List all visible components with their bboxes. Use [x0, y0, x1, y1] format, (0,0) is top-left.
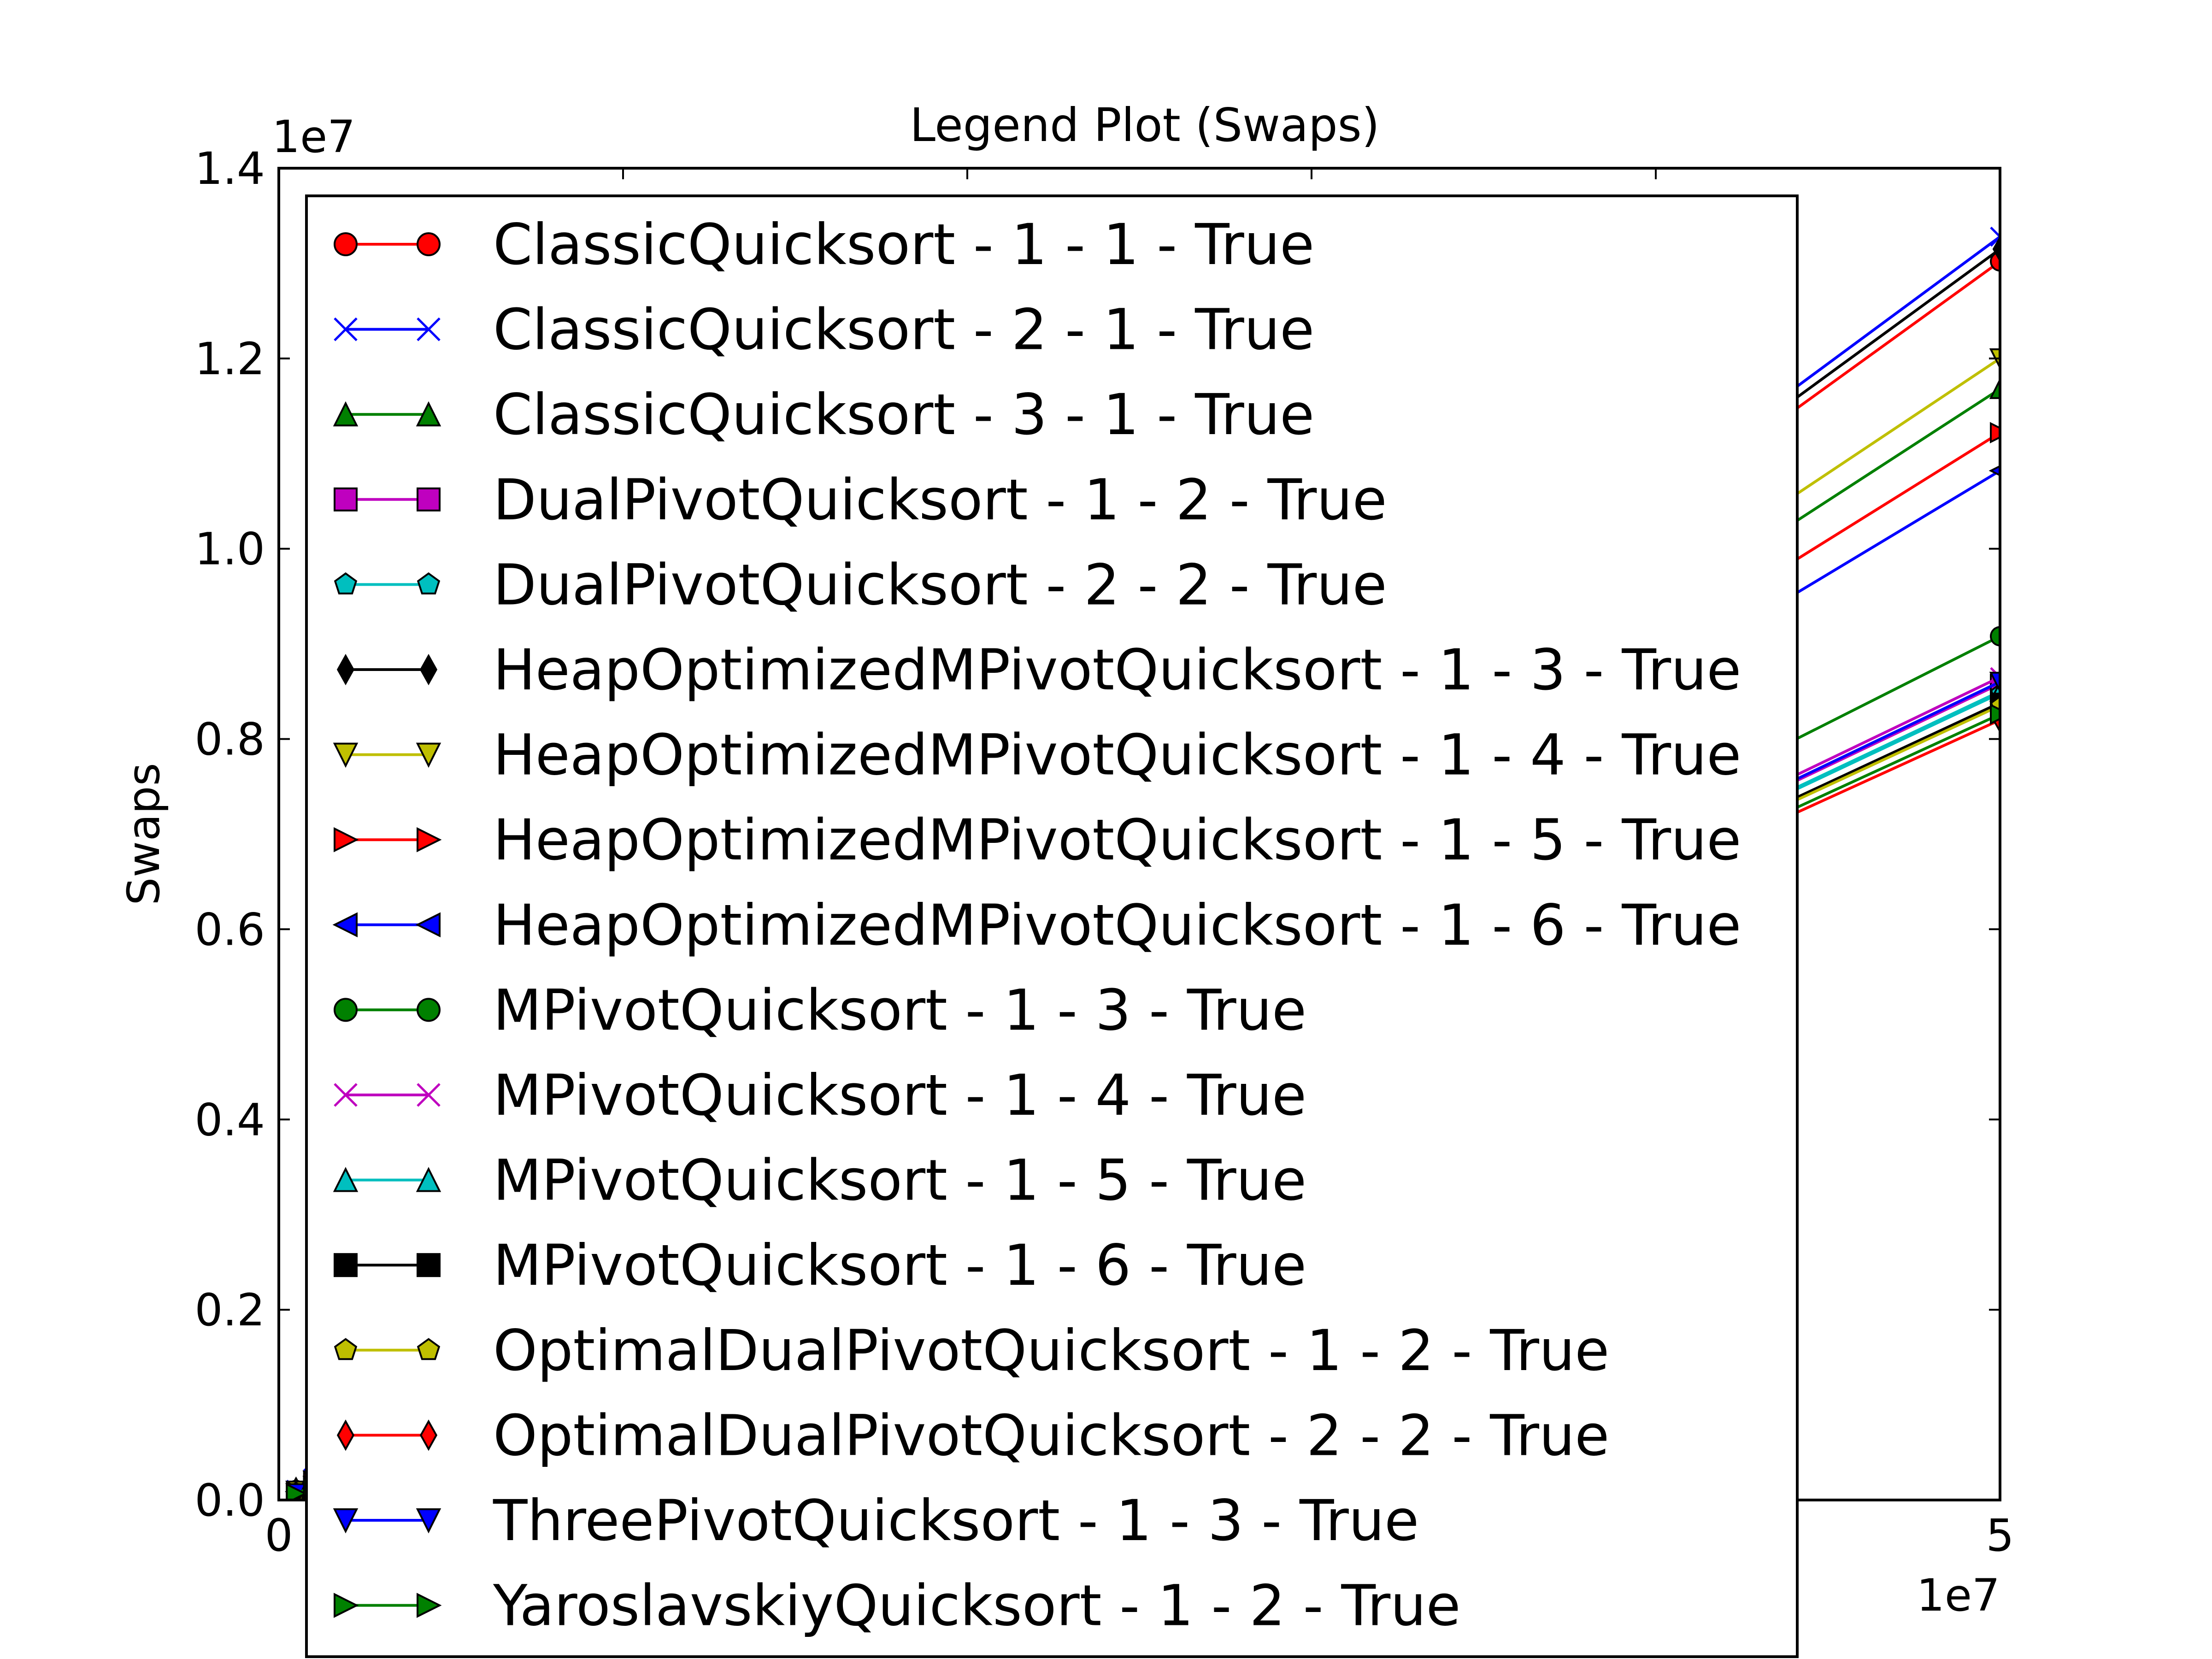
legend-label: OptimalDualPivotQuicksort - 1 - 2 - True	[493, 1318, 1609, 1383]
legend-entry: YaroslavskiyQuicksort - 1 - 2 - True	[334, 1573, 1461, 1639]
legend-marker	[417, 1253, 441, 1277]
y-tick-label: 1.4	[194, 143, 265, 194]
legend-marker	[334, 998, 358, 1022]
legend-marker	[416, 742, 441, 768]
legend-marker	[334, 487, 358, 512]
legend-label: HeapOptimizedMPivotQuicksort - 1 - 5 - T…	[493, 807, 1741, 873]
data-point	[1990, 626, 2000, 647]
legend-marker	[333, 1508, 359, 1534]
legend-marker	[334, 1593, 359, 1618]
x-tick-label: 5	[1986, 1510, 2014, 1561]
chart-title: Legend Plot (Swaps)	[910, 98, 1380, 152]
y-tick-label: 0.0	[194, 1475, 265, 1526]
legend-marker	[417, 487, 441, 512]
legend-label: MPivotQuicksort - 1 - 6 - True	[493, 1233, 1306, 1298]
y-tick-label: 1.2	[194, 333, 265, 385]
legend-marker	[334, 827, 359, 853]
legend-entry: ClassicQuicksort - 1 - 1 - True	[334, 212, 1314, 277]
legend-label: ClassicQuicksort - 1 - 1 - True	[493, 212, 1314, 277]
legend-label: MPivotQuicksort - 1 - 3 - True	[493, 977, 1306, 1043]
legend-marker	[417, 1593, 442, 1618]
legend-entry: MPivotQuicksort - 1 - 4 - True	[334, 1063, 1306, 1128]
data-point	[1989, 671, 2000, 694]
legend-label: ThreePivotQuicksort - 1 - 3 - True	[493, 1488, 1419, 1553]
legend-marker	[334, 1083, 358, 1107]
legend-marker	[336, 1419, 355, 1451]
legend-label: DualPivotQuicksort - 2 - 2 - True	[493, 552, 1387, 618]
legend-entry: ClassicQuicksort - 2 - 1 - True	[334, 297, 1314, 363]
legend-marker	[419, 653, 438, 686]
x-tick-label: 0	[265, 1510, 293, 1561]
legend-entry: HeapOptimizedMPivotQuicksort - 1 - 4 - T…	[333, 723, 1741, 788]
legend-label: HeapOptimizedMPivotQuicksort - 1 - 3 - T…	[493, 637, 1741, 703]
legend-entry: MPivotQuicksort - 1 - 5 - True	[333, 1148, 1306, 1213]
legend-marker	[416, 1508, 441, 1534]
y-tick-label: 0.2	[194, 1284, 265, 1336]
y-tick-label: 0.8	[194, 714, 265, 765]
y-axis-label: Swaps	[118, 763, 170, 905]
legend-marker	[417, 572, 441, 594]
legend-label: ClassicQuicksort - 2 - 1 - True	[493, 297, 1314, 363]
data-point	[1990, 226, 2000, 247]
legend-marker	[417, 317, 441, 341]
legend-entry: OptimalDualPivotQuicksort - 2 - 2 - True	[336, 1403, 1609, 1468]
legend-marker	[334, 572, 358, 594]
legend-entry: HeapOptimizedMPivotQuicksort - 1 - 5 - T…	[334, 807, 1741, 873]
legend-marker	[417, 1338, 441, 1360]
legend-marker	[334, 1338, 358, 1360]
data-point	[286, 1483, 307, 1500]
legend-entry: ThreePivotQuicksort - 1 - 3 - True	[333, 1488, 1419, 1553]
legend-marker	[417, 998, 441, 1022]
legend-marker	[333, 742, 359, 768]
legend-entry: MPivotQuicksort - 1 - 6 - True	[334, 1233, 1306, 1298]
legend-marker	[415, 912, 441, 938]
legend-marker	[336, 653, 355, 686]
legend-label: OptimalDualPivotQuicksort - 2 - 2 - True	[493, 1403, 1609, 1468]
legend-label: YaroslavskiyQuicksort - 1 - 2 - True	[493, 1573, 1461, 1639]
legend-marker	[334, 1253, 358, 1277]
legend-label: MPivotQuicksort - 1 - 5 - True	[493, 1148, 1306, 1213]
x-axis-offset-label: 1e7	[1917, 1570, 2000, 1621]
data-point	[1990, 422, 2000, 444]
legend-marker	[417, 232, 441, 256]
y-tick-label: 1.0	[194, 524, 265, 575]
legend-entry: MPivotQuicksort - 1 - 3 - True	[334, 977, 1306, 1043]
data-point	[1990, 703, 2000, 725]
y-axis-offset-label: 1e7	[272, 111, 355, 163]
axis-ticks: 0 5 0.0 0.2 0.4 0.6 0.8 1.0 1.2 1.4	[194, 143, 2014, 1561]
legend-label: MPivotQuicksort - 1 - 4 - True	[493, 1063, 1306, 1128]
legend-marker	[417, 827, 442, 853]
y-tick-label: 0.4	[194, 1094, 265, 1146]
legend-marker	[333, 401, 359, 427]
legend-marker	[416, 1167, 441, 1192]
legend-label: HeapOptimizedMPivotQuicksort - 1 - 4 - T…	[493, 723, 1741, 788]
legend-marker	[333, 1167, 359, 1192]
legend-label: ClassicQuicksort - 3 - 1 - True	[493, 382, 1314, 447]
legend-marker	[419, 1419, 438, 1451]
legend: ClassicQuicksort - 1 - 1 - True ClassicQu…	[305, 194, 1799, 1658]
legend-entry: ClassicQuicksort - 3 - 1 - True	[333, 382, 1314, 447]
legend-frame	[305, 194, 1799, 1658]
data-point	[1989, 377, 2000, 399]
legend-entry: DualPivotQuicksort - 1 - 2 - True	[334, 467, 1387, 533]
legend-label: HeapOptimizedMPivotQuicksort - 1 - 6 - T…	[493, 893, 1741, 958]
data-point	[1990, 667, 2000, 688]
legend-entry: HeapOptimizedMPivotQuicksort - 1 - 6 - T…	[332, 893, 1741, 958]
legend-label: DualPivotQuicksort - 1 - 2 - True	[493, 467, 1387, 533]
legend-entry: OptimalDualPivotQuicksort - 1 - 2 - True	[334, 1318, 1609, 1383]
legend-marker	[334, 317, 358, 341]
legend-entry: HeapOptimizedMPivotQuicksort - 1 - 3 - T…	[336, 637, 1741, 703]
data-point	[1988, 465, 2000, 477]
legend-marker	[416, 401, 441, 427]
y-tick-label: 0.6	[194, 904, 265, 955]
legend-marker	[334, 232, 358, 256]
legend-marker	[417, 1083, 441, 1107]
data-point	[1992, 235, 2000, 263]
legend-marker	[332, 912, 358, 938]
legend-entry: DualPivotQuicksort - 2 - 2 - True	[334, 552, 1387, 618]
